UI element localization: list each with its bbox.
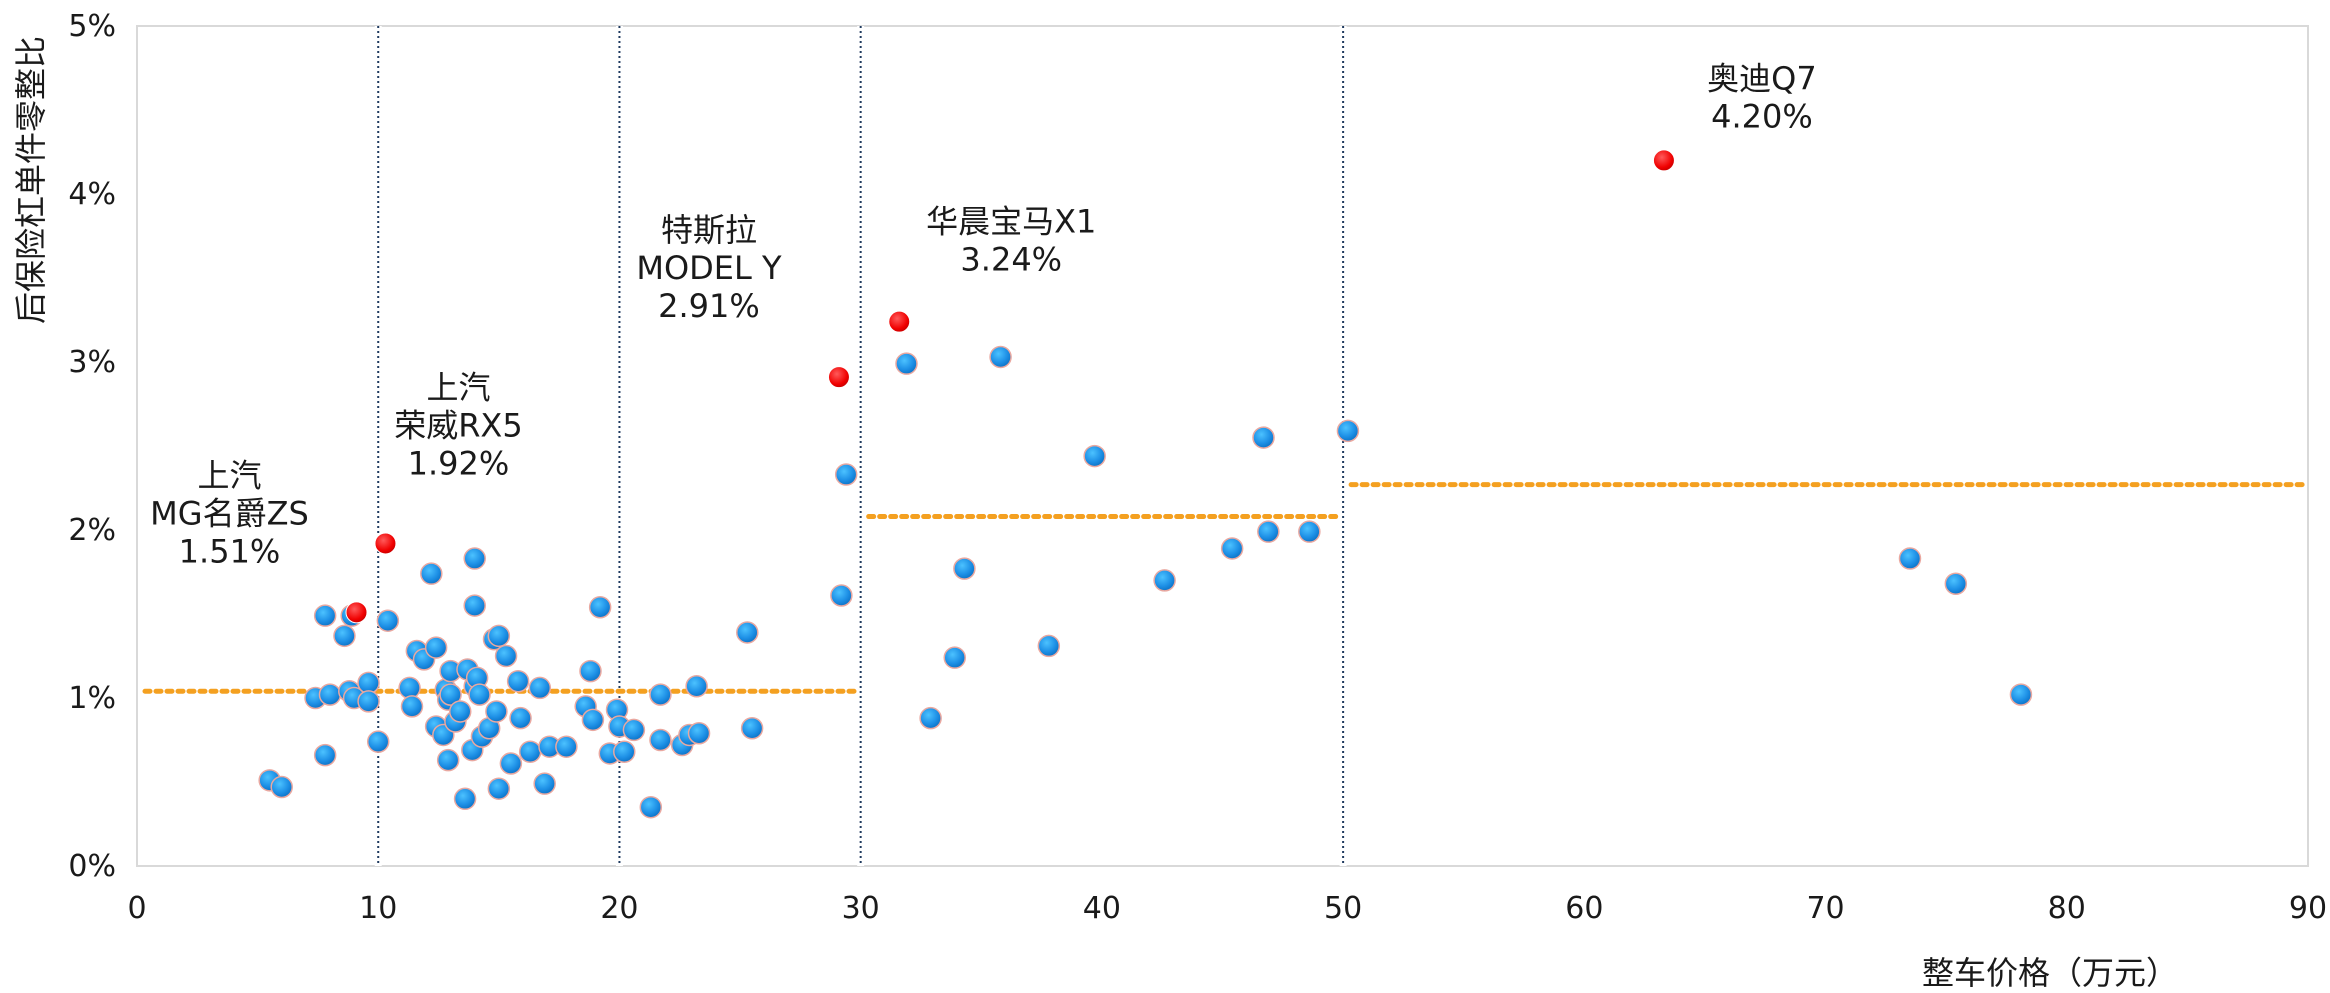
x-tick-label: 0 xyxy=(127,891,146,926)
x-tick-label: 70 xyxy=(1806,891,1844,926)
data-point xyxy=(420,562,443,585)
highlight-label-line: 4.20% xyxy=(1711,97,1813,135)
highlight-label-line: 上汽 xyxy=(198,456,262,494)
x-tick-label: 10 xyxy=(359,891,397,926)
data-point xyxy=(919,706,942,730)
data-point xyxy=(555,735,578,758)
data-point xyxy=(357,690,380,713)
highlight-label-line: 荣威RX5 xyxy=(394,406,523,444)
highlight-label-line: 特斯拉 xyxy=(661,211,757,249)
x-tick-label: 50 xyxy=(1324,891,1362,926)
data-point xyxy=(333,624,356,648)
data-point xyxy=(1298,520,1321,543)
y-tick-label: 0% xyxy=(68,849,116,884)
highlight-label-line: 2.91% xyxy=(658,287,760,325)
y-tick-label: 3% xyxy=(68,345,116,380)
data-point xyxy=(830,584,853,607)
x-tick-label: 90 xyxy=(2289,891,2327,926)
data-point xyxy=(943,646,966,669)
highlight-label-line: MODEL Y xyxy=(636,249,782,287)
data-point xyxy=(834,463,858,486)
highlight-label-line: MG名爵ZS xyxy=(150,494,309,532)
data-point xyxy=(953,557,976,580)
data-point xyxy=(439,683,462,706)
y-tick-label: 2% xyxy=(68,513,116,548)
data-point xyxy=(468,683,491,706)
highlight-label-line: 1.51% xyxy=(179,532,281,570)
data-point xyxy=(1898,547,1922,570)
data-point xyxy=(895,352,918,375)
x-tick-label: 40 xyxy=(1083,891,1121,926)
x-tick-label: 30 xyxy=(842,891,880,926)
x-tick-label: 80 xyxy=(2048,891,2086,926)
data-point xyxy=(639,795,663,819)
data-point xyxy=(453,787,477,811)
x-tick-label: 60 xyxy=(1565,891,1603,926)
y-tick-label: 1% xyxy=(68,681,116,716)
data-point xyxy=(1083,444,1106,468)
data-point xyxy=(318,683,342,706)
data-point xyxy=(487,624,511,648)
x-tick-label: 20 xyxy=(600,891,638,926)
data-point xyxy=(528,676,552,700)
data-point xyxy=(376,609,400,632)
data-point xyxy=(533,772,556,795)
data-point xyxy=(400,695,424,718)
data-point xyxy=(448,700,472,723)
data-point xyxy=(685,674,708,698)
data-point xyxy=(579,659,602,683)
highlight-label-line: 上汽 xyxy=(426,368,490,406)
data-point xyxy=(463,594,486,617)
data-point xyxy=(588,596,612,619)
data-point xyxy=(736,621,759,644)
data-point xyxy=(485,700,508,723)
highlight-label-line: 3.24% xyxy=(960,241,1062,279)
data-point xyxy=(366,730,390,753)
data-point xyxy=(436,748,460,772)
data-point xyxy=(506,669,530,693)
data-point xyxy=(1153,569,1176,592)
data-point xyxy=(499,752,523,775)
plot-area-border xyxy=(136,25,2309,867)
x-axis-title: 整车价格（万元） xyxy=(1922,954,2178,988)
highlight-label-line: 华晨宝马X1 xyxy=(926,203,1096,241)
data-point xyxy=(1220,537,1244,560)
data-point xyxy=(687,722,711,745)
highlight-label-line: 1.92% xyxy=(408,444,510,482)
highlighted-point xyxy=(888,310,911,333)
data-point xyxy=(649,728,672,752)
data-point xyxy=(518,740,542,764)
highlight-label-line: 奥迪Q7 xyxy=(1707,59,1817,97)
data-point xyxy=(1336,419,1360,443)
highlighted-point xyxy=(1652,149,1675,172)
data-point xyxy=(424,636,448,659)
y-tick-label: 4% xyxy=(68,177,116,212)
highlighted-point xyxy=(345,601,368,624)
data-point xyxy=(494,644,518,668)
data-point xyxy=(398,676,421,700)
data-point xyxy=(1252,426,1275,449)
data-point xyxy=(1037,634,1061,658)
data-point xyxy=(613,740,636,764)
data-point xyxy=(1257,520,1280,543)
data-point xyxy=(649,683,672,706)
data-point xyxy=(487,777,511,800)
data-point xyxy=(463,547,486,570)
highlighted-point xyxy=(827,366,850,389)
data-point xyxy=(270,775,293,799)
highlighted-point xyxy=(374,532,397,555)
data-point xyxy=(509,706,532,730)
y-tick-label: 5% xyxy=(68,9,116,44)
data-point xyxy=(622,718,646,742)
data-point xyxy=(2009,683,2033,706)
data-point xyxy=(313,604,337,627)
data-point xyxy=(1944,572,1968,596)
data-point xyxy=(989,345,1012,369)
data-point xyxy=(313,743,337,767)
y-axis-title: 后保险杠单件零整比 xyxy=(12,36,50,324)
data-point xyxy=(740,716,764,740)
data-point xyxy=(581,708,605,732)
